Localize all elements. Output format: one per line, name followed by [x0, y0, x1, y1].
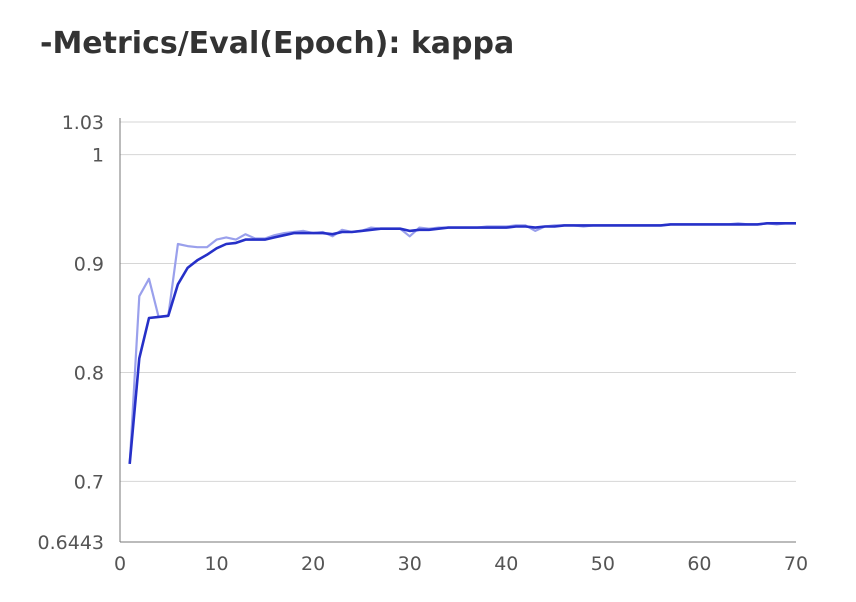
x-tick-label: 0 [114, 553, 126, 575]
y-tick-labels: 1.03 1 0.9 0.8 0.7 0.6443 [38, 112, 104, 554]
x-tick-label: 50 [591, 553, 615, 575]
y-tick-label: 0.7 [74, 471, 104, 493]
x-tick-label: 70 [784, 553, 808, 575]
y-tick-label: 0.8 [74, 362, 104, 384]
x-tick-label: 10 [204, 553, 228, 575]
y-tick-label: 1.03 [62, 112, 104, 134]
x-tick-labels: 10 20 30 40 50 60 70 0 [114, 553, 808, 575]
x-tick-label: 60 [687, 553, 711, 575]
y-tick-label: 0.9 [74, 254, 104, 276]
smoothed-series-line [128, 222, 796, 465]
axes [119, 118, 796, 543]
series-lines [128, 222, 796, 465]
x-tick-label: 30 [398, 553, 422, 575]
chart-title: -Metrics/Eval(Epoch): kappa [40, 26, 515, 61]
x-tick-label: 20 [301, 553, 325, 575]
x-tick-label: 40 [494, 553, 518, 575]
grid [120, 121, 796, 482]
raw-series-line [128, 222, 796, 464]
y-tick-label: 0.6443 [38, 532, 104, 554]
y-tick-label: 1 [92, 145, 104, 167]
